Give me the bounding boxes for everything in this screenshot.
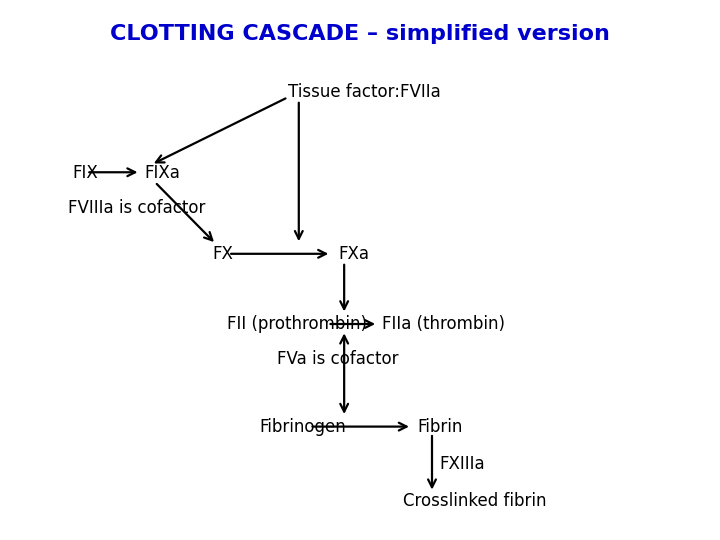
- Text: FVIIIa is cofactor: FVIIIa is cofactor: [68, 199, 206, 217]
- Text: FVa is cofactor: FVa is cofactor: [277, 350, 399, 368]
- Text: FXa: FXa: [338, 245, 369, 263]
- Text: CLOTTING CASCADE – simplified version: CLOTTING CASCADE – simplified version: [110, 24, 610, 44]
- Text: FIXa: FIXa: [144, 164, 180, 182]
- Text: Tissue factor:FVIIa: Tissue factor:FVIIa: [288, 83, 441, 101]
- Text: FII (prothrombin): FII (prothrombin): [227, 315, 366, 333]
- Text: Fibrin: Fibrin: [418, 417, 463, 436]
- Text: FIIa (thrombin): FIIa (thrombin): [382, 315, 505, 333]
- Text: FXIIIa: FXIIIa: [439, 455, 485, 474]
- Text: FX: FX: [212, 245, 233, 263]
- Text: FIX: FIX: [72, 164, 98, 182]
- Text: Fibrinogen: Fibrinogen: [259, 417, 346, 436]
- Text: Crosslinked fibrin: Crosslinked fibrin: [403, 492, 546, 510]
